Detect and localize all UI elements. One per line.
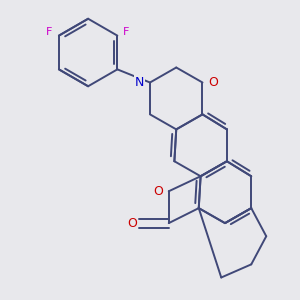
Text: F: F xyxy=(46,27,53,37)
Text: O: O xyxy=(208,76,218,89)
Text: F: F xyxy=(122,27,129,37)
Text: O: O xyxy=(153,185,163,198)
Text: O: O xyxy=(127,217,137,230)
Text: N: N xyxy=(135,76,144,89)
